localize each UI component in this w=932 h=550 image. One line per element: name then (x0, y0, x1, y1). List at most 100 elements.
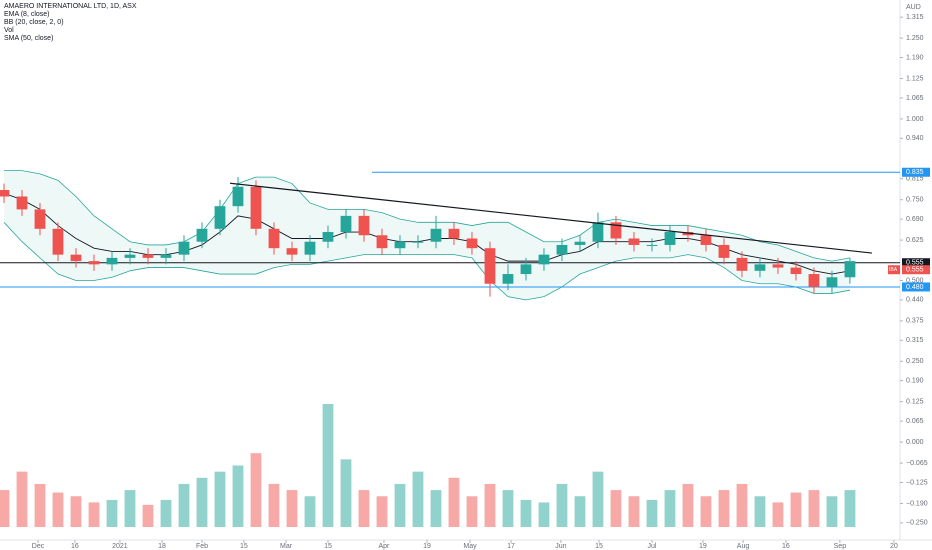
x-tick-label: 15 (595, 543, 603, 550)
volume-bar (736, 483, 748, 527)
volume-bar (322, 404, 334, 527)
candle-body (736, 257, 748, 271)
x-tick-label: 16 (782, 543, 790, 550)
volume-bar (286, 490, 298, 527)
candle-body (664, 232, 676, 245)
candle-body (700, 235, 712, 245)
last-price-bg (902, 265, 930, 275)
x-tick-label: Jun (555, 543, 566, 550)
x-tick-label: 2021 (112, 543, 128, 550)
candle-body (538, 254, 550, 265)
level-label-bg (902, 167, 930, 177)
x-tick-label: 15 (324, 543, 332, 550)
indicator: Vol (4, 27, 14, 34)
candle-body (88, 261, 100, 265)
bb-upper (3, 170, 851, 262)
candle-body (70, 254, 82, 262)
volume-bar (268, 483, 280, 527)
level-label-bg (902, 258, 930, 268)
candle-body (826, 277, 838, 287)
y-tick-label: 1.190 (906, 54, 924, 61)
volume-bar (394, 483, 406, 527)
y-tick-label: −0.190 (906, 500, 928, 507)
candle-body (124, 254, 136, 258)
x-tick-label: Mar (280, 543, 293, 550)
symbol-title: AMAERO INTERNATIONAL LTD, 1D, ASX (4, 3, 137, 10)
candle-body (232, 186, 244, 207)
candle-body (214, 206, 226, 229)
x-tick-label: Apr (379, 543, 391, 550)
volume-bar (628, 496, 640, 527)
y-tick-label: 0.000 (906, 439, 924, 446)
volume-bar (754, 496, 766, 527)
y-tick-label: 1.125 (906, 75, 924, 82)
candle-body (556, 244, 568, 255)
x-tick-label: Jul (647, 543, 656, 550)
candle-body (718, 244, 730, 258)
volume-bar (700, 496, 712, 527)
y-tick-label: 0.625 (906, 237, 924, 244)
volume-bar (844, 490, 856, 527)
bb-lower (3, 222, 851, 301)
volume-bar (376, 496, 388, 527)
x-tick-label: 19 (423, 543, 431, 550)
y-tick-label: 0.690 (906, 216, 924, 223)
y-tick-label: 1.000 (906, 116, 924, 123)
y-tick-label: 0.375 (906, 318, 924, 325)
candle-body (844, 261, 856, 278)
candle-body (178, 241, 190, 255)
candle-body (358, 215, 370, 236)
candle-body (412, 241, 424, 243)
candle-body (16, 196, 28, 210)
candle-body (322, 232, 334, 242)
volume-bar (466, 496, 478, 527)
candle-body (430, 228, 442, 242)
indicator: BB (20, close, 2, 0) (4, 19, 64, 26)
volume-bar (304, 496, 316, 527)
x-tick-label: 19 (699, 543, 707, 550)
volume-bar (124, 490, 136, 527)
level-label: 0.480 (906, 284, 924, 291)
volume-bar (646, 499, 658, 527)
candle-body (142, 254, 154, 258)
y-tick-label: −0.065 (906, 460, 928, 467)
volume-bar (808, 490, 820, 527)
candle-body (304, 241, 316, 255)
last-price: 0.555 (906, 267, 924, 274)
bb-fill (3, 170, 850, 300)
y-tick-label: 0.440 (906, 297, 924, 304)
candle-body (196, 228, 208, 242)
candle-body (250, 186, 262, 229)
volume-bar (214, 471, 226, 527)
volume-bar (0, 490, 10, 527)
candle-body (772, 264, 784, 268)
volume-bar (502, 490, 514, 527)
candle-body (448, 228, 460, 239)
candle-body (628, 238, 640, 245)
y-tick-label: 0.065 (906, 418, 924, 425)
x-tick-label: Sep (834, 543, 847, 550)
candle-body (790, 267, 802, 275)
indicator: SMA (50, close) (4, 35, 53, 42)
last-tag-bg (888, 265, 900, 275)
volume-bar (664, 490, 676, 527)
candle-body (0, 190, 10, 197)
candle-body (34, 209, 46, 229)
x-tick-label: Dec (32, 543, 45, 550)
volume-bar (412, 471, 424, 527)
candle-body (106, 257, 118, 265)
volume-bar (88, 502, 100, 527)
volume-bar (52, 492, 64, 527)
candle-body (574, 241, 586, 245)
volume-bar (574, 496, 586, 527)
y-tick-label: 1.250 (906, 35, 924, 42)
candle-body (610, 222, 622, 239)
volume-bar (484, 483, 496, 527)
candle-body (340, 215, 352, 233)
volume-bar (232, 465, 244, 527)
candle-body (286, 248, 298, 255)
volume-bar (142, 504, 154, 527)
candle-body (160, 254, 172, 258)
y-tick-label: 0.315 (906, 337, 924, 344)
